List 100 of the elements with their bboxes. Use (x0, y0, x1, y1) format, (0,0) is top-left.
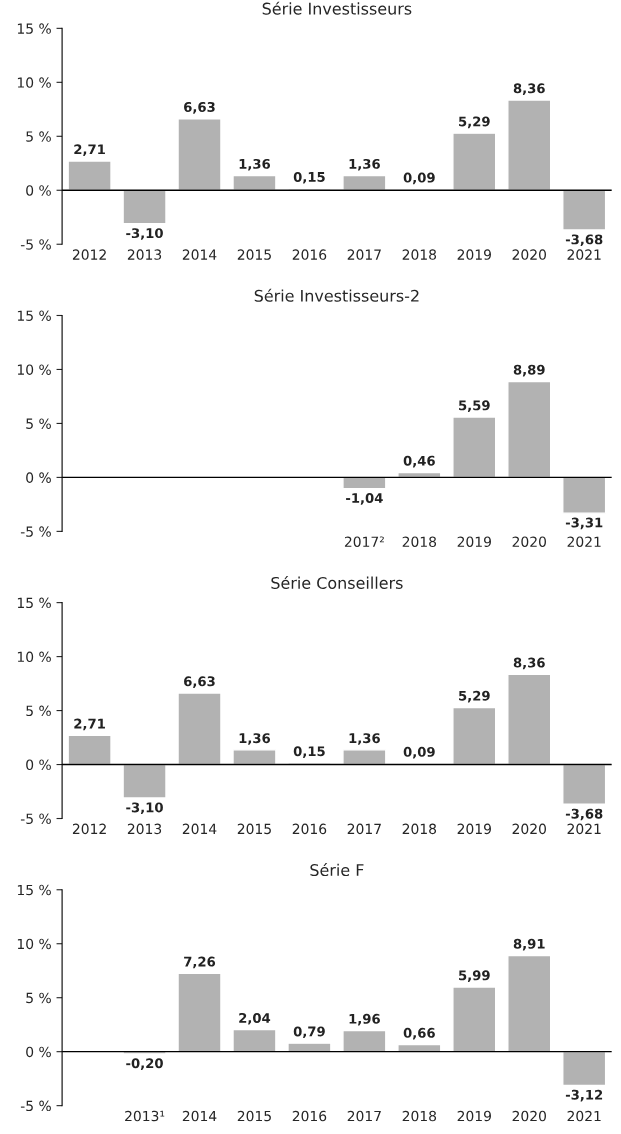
bar (122, 763, 167, 799)
x-tick-label: 2016 (292, 249, 327, 260)
data-label: 7,26 (184, 956, 216, 969)
data-label: -3,68 (565, 234, 603, 247)
x-tick-label: 2019 (457, 249, 491, 260)
x-tick-label: 2021 (567, 1110, 601, 1122)
data-label: -3,10 (126, 228, 163, 240)
y-tick-label: 5 % (26, 992, 51, 1004)
x-tick-label: 2015 (237, 823, 271, 835)
bar (177, 972, 222, 1053)
x-tick-label: 2015 (237, 1110, 271, 1122)
x-tick-label: 2017² (344, 536, 384, 547)
x-tick-label: 2021 (567, 536, 601, 547)
x-tick-label: 2020 (512, 249, 546, 260)
x-tick-label: 2018 (402, 1110, 437, 1122)
bar (342, 749, 387, 766)
data-label: 0,46 (403, 455, 435, 468)
bar (452, 986, 497, 1053)
x-tick-label: 2017 (347, 823, 381, 835)
x-tick-label: 2013 (127, 249, 162, 260)
x-tick-label: 2014 (182, 1110, 217, 1122)
data-label: 0,09 (403, 172, 435, 185)
x-tick-label: 2012 (72, 249, 106, 260)
y-tick-label: 10 % (17, 651, 51, 663)
x-tick-label: 2021 (567, 249, 601, 260)
data-label: 0,79 (293, 1026, 325, 1039)
data-label: 2,04 (239, 1012, 271, 1025)
x-tick-label: 2013 (127, 823, 162, 835)
y-tick-label: 10 % (17, 77, 51, 88)
bar (177, 692, 222, 766)
bar (452, 132, 497, 191)
y-tick-label: 0 % (26, 472, 51, 483)
data-label: 8,36 (513, 657, 545, 670)
y-tick-label: 5 % (26, 418, 51, 429)
y-tick-label: 0 % (26, 759, 51, 771)
chart-title: Série Investisseurs-2 (254, 288, 419, 302)
x-tick-label: 2021 (567, 823, 601, 835)
bar (232, 174, 277, 191)
data-label: 8,36 (513, 83, 545, 95)
x-tick-label: 2013¹ (125, 1110, 165, 1122)
data-label: -3,10 (126, 802, 163, 815)
y-tick-label: 15 % (17, 310, 51, 321)
data-label: 1,96 (349, 1013, 380, 1026)
data-label: 1,36 (239, 733, 271, 745)
x-tick-label: 2014 (182, 823, 217, 835)
bar (342, 1029, 387, 1053)
y-tick-label: 0 % (26, 185, 51, 196)
bar (122, 189, 167, 225)
x-tick-label: 2014 (182, 249, 217, 260)
data-label: 0,15 (293, 171, 325, 184)
bar (452, 416, 497, 479)
x-tick-label: 2019 (457, 536, 491, 547)
y-tick-label: 10 % (17, 364, 51, 375)
x-tick-label: 2012 (72, 823, 106, 835)
data-label: 5,59 (459, 400, 490, 413)
y-tick-label: 0 % (26, 1046, 51, 1058)
bar (562, 1050, 607, 1087)
bar (562, 189, 607, 231)
x-tick-label: 2020 (512, 823, 546, 835)
data-label: -3,68 (565, 808, 603, 821)
x-tick-label: 2018 (402, 823, 437, 835)
bar (562, 763, 607, 805)
y-tick-label: 5 % (26, 131, 51, 142)
x-tick-label: 2018 (402, 249, 437, 260)
x-tick-label: 2016 (292, 1110, 327, 1122)
bar (67, 734, 112, 766)
bar (452, 706, 497, 766)
data-label: 6,63 (184, 102, 215, 114)
data-label: 8,91 (513, 938, 545, 951)
data-label: 8,89 (513, 364, 545, 377)
data-label: 1,36 (239, 158, 271, 171)
data-label: -1,04 (346, 493, 383, 505)
bar (232, 1028, 277, 1053)
y-tick-label: 15 % (17, 23, 51, 34)
bar (507, 99, 552, 191)
data-label: 1,36 (349, 733, 380, 745)
bar (177, 118, 222, 191)
bar (507, 954, 552, 1053)
x-tick-label: 2015 (237, 249, 271, 260)
y-tick-label: 10 % (17, 938, 51, 950)
x-tick-label: 2018 (402, 536, 437, 547)
y-tick-label: -5 % (20, 1100, 51, 1112)
x-tick-label: 2020 (512, 536, 546, 547)
x-tick-label: 2019 (457, 823, 491, 835)
bar (507, 380, 552, 479)
y-tick-label: 5 % (26, 705, 51, 717)
x-tick-label: 2019 (457, 1110, 491, 1122)
x-tick-label: 2016 (292, 823, 327, 835)
chart-title: Série F (310, 863, 364, 877)
data-label: 2,71 (74, 144, 105, 156)
data-label: -3,31 (565, 517, 603, 530)
data-label: 6,63 (184, 676, 215, 688)
data-label: 5,29 (459, 116, 490, 129)
y-tick-label: -5 % (20, 813, 51, 824)
data-label: 0,09 (403, 746, 435, 759)
data-label: 0,66 (403, 1027, 435, 1040)
y-tick-label: 15 % (17, 884, 51, 896)
y-tick-label: 15 % (17, 597, 51, 609)
data-label: -0,20 (126, 1058, 163, 1070)
x-tick-label: 2017 (347, 249, 381, 260)
